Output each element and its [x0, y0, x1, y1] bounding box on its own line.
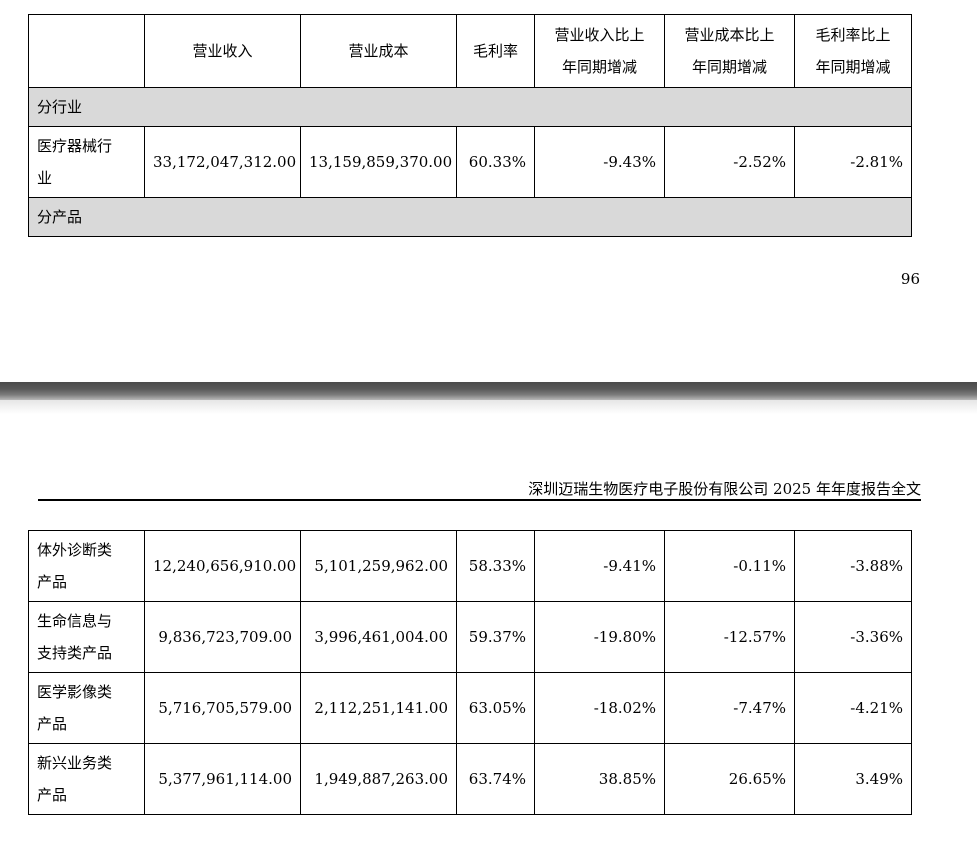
cell-revenue: 5,716,705,579.00 — [144, 672, 301, 744]
cell-margin-change: -2.81% — [794, 126, 912, 198]
cell-revenue-change: -18.02% — [534, 672, 665, 744]
segment-table-bottom: 体外诊断类 产品 12,240,656,910.00 5,101,259,962.… — [28, 530, 912, 815]
cell-revenue: 12,240,656,910.00 — [144, 530, 301, 602]
page-separator — [0, 382, 977, 400]
cell-cost-change: -12.57% — [664, 601, 795, 673]
header-rule — [38, 499, 921, 501]
table-row: 医疗器械行业 33,172,047,312.00 13,159,859,370.… — [28, 126, 912, 198]
section-row-product: 分产品 — [28, 197, 912, 237]
cell-cost: 2,112,251,141.00 — [300, 672, 457, 744]
cell-cost-change: 26.65% — [664, 743, 795, 815]
cell-revenue: 5,377,961,114.00 — [144, 743, 301, 815]
cell-margin-change: -4.21% — [794, 672, 912, 744]
header-cost-change: 营业成本比上 年同期增减 — [664, 14, 795, 88]
page-number: 96 — [900, 270, 920, 288]
header-revenue: 营业收入 — [144, 14, 301, 88]
section-row-industry: 分行业 — [28, 87, 912, 127]
row-label: 体外诊断类 产品 — [28, 530, 145, 602]
page-top: 营业收入 营业成本 毛利率 营业收入比上 年同期增减 营业成本比上 年同期增减 毛利… — [0, 0, 977, 382]
document-header: 深圳迈瑞生物医疗电子股份有限公司 2025 年年度报告全文 — [528, 480, 921, 498]
table-row: 生命信息与 支持类产品 9,836,723,709.00 3,996,461,00… — [28, 601, 912, 673]
cell-revenue-change: -9.41% — [534, 530, 665, 602]
cell-gross-margin: 59.37% — [456, 601, 535, 673]
header-margin-change: 毛利率比上 年同期增减 — [794, 14, 912, 88]
segment-table-top: 营业收入 营业成本 毛利率 营业收入比上 年同期增减 营业成本比上 年同期增减 毛利… — [28, 14, 912, 237]
page-bottom: 深圳迈瑞生物医疗电子股份有限公司 2025 年年度报告全文 体外诊断类 产品 12… — [0, 400, 977, 841]
row-label: 医疗器械行业 — [28, 126, 145, 198]
cell-revenue-change: -9.43% — [534, 126, 665, 198]
table-header-row: 营业收入 营业成本 毛利率 营业收入比上 年同期增减 营业成本比上 年同期增减 毛利… — [28, 14, 912, 88]
cell-cost: 3,996,461,004.00 — [300, 601, 457, 673]
cell-revenue-change: 38.85% — [534, 743, 665, 815]
row-label: 医学影像类 产品 — [28, 672, 145, 744]
page-shadow — [0, 400, 977, 414]
cell-cost-change: -7.47% — [664, 672, 795, 744]
table-row: 医学影像类 产品 5,716,705,579.00 2,112,251,141.0… — [28, 672, 912, 744]
header-cost: 营业成本 — [300, 14, 457, 88]
cell-gross-margin: 60.33% — [456, 126, 535, 198]
cell-gross-margin: 58.33% — [456, 530, 535, 602]
cell-gross-margin: 63.74% — [456, 743, 535, 815]
cell-gross-margin: 63.05% — [456, 672, 535, 744]
cell-cost-change: -0.11% — [664, 530, 795, 602]
cell-margin-change: -3.36% — [794, 601, 912, 673]
cell-cost: 5,101,259,962.00 — [300, 530, 457, 602]
table-row: 体外诊断类 产品 12,240,656,910.00 5,101,259,962.… — [28, 530, 912, 602]
row-label: 新兴业务类 产品 — [28, 743, 145, 815]
cell-margin-change: 3.49% — [794, 743, 912, 815]
header-gross-margin: 毛利率 — [456, 14, 535, 88]
cell-revenue: 33,172,047,312.00 — [144, 126, 301, 198]
header-revenue-change: 营业收入比上 年同期增减 — [534, 14, 665, 88]
cell-cost: 1,949,887,263.00 — [300, 743, 457, 815]
table-row: 新兴业务类 产品 5,377,961,114.00 1,949,887,263.0… — [28, 743, 912, 815]
cell-revenue-change: -19.80% — [534, 601, 665, 673]
cell-margin-change: -3.88% — [794, 530, 912, 602]
header-blank — [28, 14, 145, 88]
cell-revenue: 9,836,723,709.00 — [144, 601, 301, 673]
cell-cost: 13,159,859,370.00 — [300, 126, 457, 198]
section-label-industry: 分行业 — [28, 87, 912, 127]
row-label: 生命信息与 支持类产品 — [28, 601, 145, 673]
cell-cost-change: -2.52% — [664, 126, 795, 198]
section-label-product: 分产品 — [28, 197, 912, 237]
